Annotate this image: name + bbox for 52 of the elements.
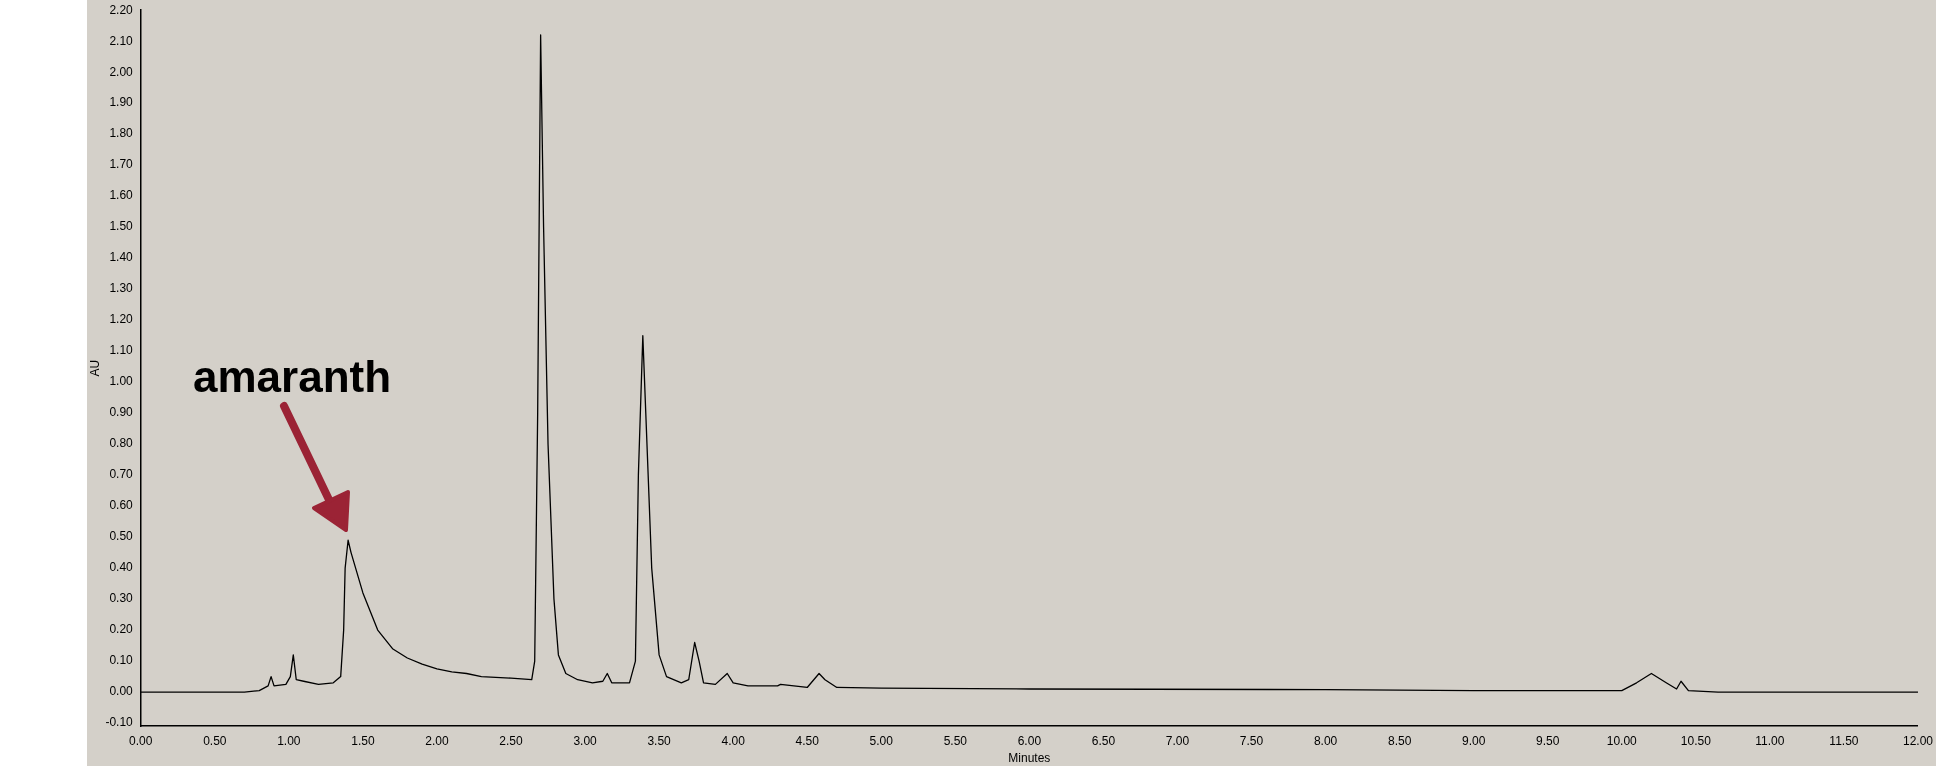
x-tick-label: 0.50 xyxy=(203,733,227,748)
y-tick-label: 0.50 xyxy=(109,529,134,544)
x-tick-label: 7.00 xyxy=(1165,733,1190,748)
x-tick-label: 2.50 xyxy=(499,733,524,748)
y-tick-label: 0.10 xyxy=(109,653,134,668)
y-tick-label: 0.70 xyxy=(109,467,134,482)
y-tick-label: 1.50 xyxy=(109,219,134,234)
y-tick-label: 1.10 xyxy=(109,343,134,358)
x-tick-label: 12.00 xyxy=(1902,733,1934,748)
y-tick-label: 0.60 xyxy=(109,498,134,513)
y-tick-label: 1.60 xyxy=(109,188,134,203)
y-tick-label: 0.20 xyxy=(109,622,134,637)
x-tick-label: 10.50 xyxy=(1680,733,1712,748)
x-tick-label: 11.00 xyxy=(1755,733,1785,748)
x-tick-label: 8.50 xyxy=(1387,733,1412,748)
x-tick-label: 0.00 xyxy=(129,733,153,748)
x-tick-label: 9.00 xyxy=(1462,733,1486,748)
y-tick-label: 0.80 xyxy=(109,436,134,451)
y-tick-label: 2.00 xyxy=(109,64,134,79)
y-tick-label: 1.70 xyxy=(109,157,134,172)
x-tick-label: 11.50 xyxy=(1829,733,1859,748)
y-tick-label: 0.00 xyxy=(109,684,134,699)
x-tick-label: 4.50 xyxy=(795,733,820,748)
x-tick-label: 1.50 xyxy=(351,733,375,748)
y-tick-label: 1.90 xyxy=(109,95,134,110)
y-tick-label: 1.30 xyxy=(109,281,134,296)
y-tick-label: 1.20 xyxy=(109,312,134,327)
x-tick-label: 4.00 xyxy=(721,733,746,748)
x-tick-label: 10.00 xyxy=(1606,733,1638,748)
x-tick-label: 5.50 xyxy=(943,733,968,748)
y-tick-label: 0.30 xyxy=(109,591,134,606)
x-axis-title: Minutes xyxy=(1008,751,1051,766)
annotation: amaranth xyxy=(192,352,392,401)
y-tick-label: 1.00 xyxy=(109,374,134,389)
y-tick-label: 0.90 xyxy=(109,405,134,420)
y-axis-title: AU xyxy=(87,359,102,377)
x-tick-label: 6.00 xyxy=(1017,733,1042,748)
x-tick-label: 5.00 xyxy=(869,733,894,748)
y-tick-label: 1.40 xyxy=(109,250,134,265)
x-tick-label: 8.00 xyxy=(1313,733,1338,748)
y-tick-label: 2.20 xyxy=(109,2,134,17)
x-tick-label: 1.00 xyxy=(277,733,301,748)
y-tick-label: -0.10 xyxy=(105,715,134,730)
x-tick-label: 9.50 xyxy=(1536,733,1560,748)
y-tick-label: 2.10 xyxy=(109,33,134,48)
y-tick-label: 1.80 xyxy=(109,126,134,141)
x-tick-label: 2.00 xyxy=(425,733,449,748)
x-tick-label: 3.50 xyxy=(647,733,672,748)
x-tick-label: 6.50 xyxy=(1091,733,1116,748)
x-tick-label: 3.00 xyxy=(573,733,598,748)
x-tick-label: 7.50 xyxy=(1239,733,1264,748)
y-tick-label: 0.40 xyxy=(109,560,134,575)
